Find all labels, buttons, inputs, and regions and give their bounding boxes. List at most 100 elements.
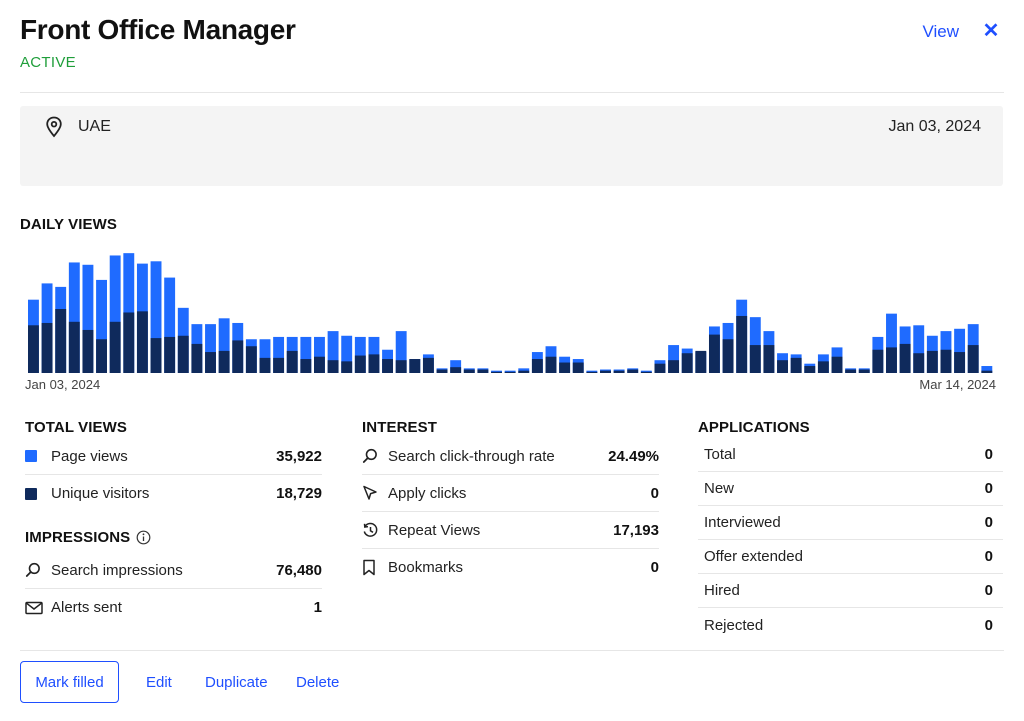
app-hired-value: 0	[984, 582, 993, 599]
app-new-label: New	[704, 480, 735, 497]
page-views-row: Page views 35,922	[25, 438, 322, 475]
unique-visitors-bar	[722, 339, 734, 373]
unique-visitors-bar	[341, 361, 353, 373]
unique-visitors-bar	[82, 329, 94, 373]
unique-visitors-bar	[259, 357, 271, 373]
page-views-bar	[981, 366, 993, 373]
unique-visitors-legend-swatch	[25, 487, 37, 500]
app-row-rejected: Rejected 0	[698, 608, 1003, 642]
info-icon[interactable]	[136, 530, 151, 545]
mark-filled-button[interactable]: Mark filled	[20, 661, 119, 703]
applications-section: APPLICATIONS Total 0 New 0 Interviewed 0…	[698, 416, 1003, 642]
unique-visitors-bar	[436, 369, 448, 373]
page-views-bar	[68, 262, 80, 373]
unique-visitors-bar	[777, 360, 788, 373]
job-info-box: UAE Jan 03, 2024	[20, 106, 1003, 186]
unique-visitors-bar	[586, 371, 598, 373]
search-icon	[25, 562, 40, 577]
unique-visitors-bar	[327, 360, 339, 373]
total-views-heading: TOTAL VIEWS	[25, 418, 127, 436]
unique-visitors-bar	[463, 369, 475, 373]
delete-link[interactable]: Delete	[296, 674, 340, 691]
page-views-legend-swatch	[25, 450, 37, 462]
apply-clicks-row: Apply clicks 0	[362, 475, 659, 512]
unique-visitors-bar	[899, 343, 911, 373]
unique-visitors-bar	[613, 370, 625, 373]
unique-visitors-bar	[286, 350, 298, 373]
alerts-sent-value: 1	[313, 599, 322, 616]
page-views-label: Page views	[51, 447, 128, 465]
page-views-bar	[640, 370, 652, 373]
unique-visitors-bar	[245, 346, 257, 373]
app-row-offer-extended: Offer extended 0	[698, 540, 1003, 574]
unique-visitors-bar	[300, 359, 312, 373]
unique-visitors-bar	[559, 362, 571, 373]
unique-visitors-bar	[654, 363, 666, 373]
applications-heading: APPLICATIONS	[698, 418, 810, 436]
app-interviewed-value: 0	[984, 514, 993, 531]
apply-clicks-label: Apply clicks	[388, 484, 467, 502]
unique-visitors-bar	[123, 312, 135, 373]
unique-visitors-bar	[981, 370, 993, 373]
alerts-sent-label: Alerts sent	[51, 599, 122, 616]
unique-visitors-bar	[926, 350, 938, 373]
page-views-bar	[954, 328, 966, 373]
bookmarks-value: 0	[650, 559, 659, 576]
app-total-value: 0	[984, 446, 993, 463]
page-views-bar	[491, 370, 502, 373]
cursor-icon	[363, 485, 377, 500]
page-views-bar	[668, 345, 680, 373]
unique-visitors-bar	[477, 369, 489, 373]
unique-visitors-bar	[41, 322, 53, 373]
unique-visitors-bar	[845, 369, 857, 373]
duplicate-link[interactable]: Duplicate	[205, 674, 268, 691]
unique-visitors-bar	[96, 339, 107, 373]
app-new-value: 0	[984, 480, 993, 497]
unique-visitors-bar	[368, 354, 380, 373]
alerts-sent-row: Alerts sent 1	[25, 589, 322, 626]
app-total-label: Total	[704, 446, 736, 463]
unique-visitors-bar	[736, 315, 748, 373]
edit-link[interactable]: Edit	[146, 674, 172, 691]
unique-visitors-bar	[518, 370, 530, 373]
unique-visitors-bar	[191, 343, 203, 373]
page-title: Front Office Manager	[20, 14, 296, 45]
unique-visitors-bar	[749, 345, 761, 373]
search-icon	[362, 448, 377, 463]
close-icon[interactable]: ✕	[982, 20, 1000, 42]
posted-date: Jan 03, 2024	[888, 118, 981, 135]
page-views-bar	[450, 360, 462, 373]
unique-visitors-bar	[627, 369, 639, 373]
total-views-section: TOTAL VIEWS Page views 35,922 Unique vis…	[25, 416, 322, 626]
unique-visitors-bar	[804, 366, 816, 373]
page-views-bar	[109, 255, 121, 373]
unique-visitors-bar	[640, 371, 652, 373]
unique-visitors-bar	[913, 353, 925, 373]
unique-visitors-bar	[314, 356, 325, 373]
app-offer-extended-value: 0	[984, 548, 993, 565]
chart-start-date: Jan 03, 2024	[25, 377, 101, 392]
repeat-views-label: Repeat Views	[388, 521, 481, 539]
unique-visitors-bar	[68, 321, 80, 373]
page-views-bar	[327, 331, 339, 373]
unique-visitors-bar	[164, 336, 176, 373]
page-views-bar	[341, 335, 353, 373]
app-hired-label: Hired	[704, 582, 740, 599]
repeat-views-value: 17,193	[613, 521, 659, 539]
impressions-heading: IMPRESSIONS	[25, 528, 131, 546]
unique-visitors-bar	[273, 357, 285, 373]
unique-visitors-bar	[354, 355, 366, 373]
unique-visitors-bar	[55, 309, 67, 373]
unique-visitors-bar	[232, 340, 244, 373]
app-row-interviewed: Interviewed 0	[698, 506, 1003, 540]
view-link[interactable]: View	[922, 22, 959, 41]
unique-visitors-bar	[136, 311, 148, 373]
page-views-bar	[96, 279, 107, 373]
page-views-value: 35,922	[276, 447, 322, 465]
page-views-bar	[586, 370, 598, 373]
unique-visitors-bar	[28, 325, 39, 373]
unique-visitors-bar	[600, 370, 611, 373]
unique-visitors-value: 18,729	[276, 485, 322, 502]
unique-visitors-bar	[382, 359, 394, 373]
page-views-bar	[314, 336, 325, 373]
